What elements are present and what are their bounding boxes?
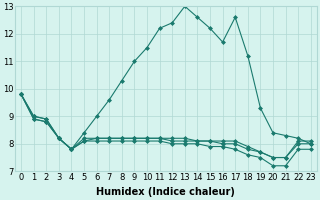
X-axis label: Humidex (Indice chaleur): Humidex (Indice chaleur)	[97, 187, 236, 197]
